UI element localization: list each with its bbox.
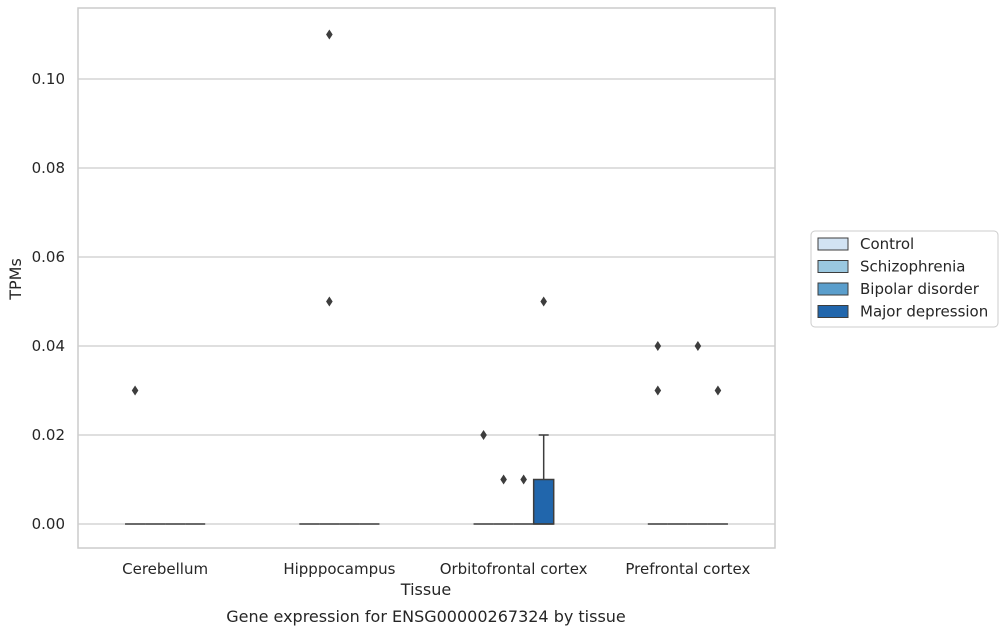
outlier-point [326, 296, 333, 307]
legend-swatch [817, 260, 849, 273]
y-tick-label: 0.06 [32, 248, 65, 266]
legend-label: Control [860, 235, 914, 253]
legend-swatch [817, 237, 849, 251]
box-control [647, 341, 668, 525]
legend-frame [810, 230, 999, 328]
y-tick-label: 0.04 [32, 337, 65, 355]
y-tick-label: 0.00 [32, 515, 65, 533]
gridlines [78, 78, 775, 525]
x-tick-label: Cerebellum [122, 560, 208, 578]
legend-swatch [817, 282, 849, 296]
outlier-point [694, 341, 702, 351]
plot-frame [77, 7, 776, 549]
outlier-point [654, 385, 662, 396]
x-tick-labels: Cerebellum Hipppocampus Orbitofrontal cort… [122, 560, 750, 578]
outlier-point [480, 430, 487, 440]
plot-marks [125, 29, 728, 525]
chart-caption: Gene expression for ENSG00000267324 by t… [226, 607, 626, 626]
y-tick-label: 0.02 [32, 426, 65, 444]
x-tick-label: Orbitofrontal cortex [440, 560, 588, 578]
legend: Control Schizophrenia Bipolar disorder Majo… [810, 230, 999, 328]
outlier-point [654, 341, 662, 351]
y-tick-labels: 0.00 0.02 0.04 0.06 0.08 0.10 [32, 70, 65, 533]
box-major-depression [532, 296, 555, 525]
outlier-point [714, 385, 722, 396]
outlier-point [326, 29, 333, 40]
legend-label: Schizophrenia [860, 258, 965, 276]
outlier-point [520, 474, 527, 485]
box-major-depression [707, 385, 728, 525]
y-tick-label: 0.10 [32, 70, 65, 88]
legend-swatch [817, 305, 849, 318]
box-schizophrenia [319, 29, 340, 525]
outlier-point [500, 474, 507, 485]
box-control [125, 385, 146, 525]
x-tick-label: Hipppocampus [283, 560, 395, 578]
box-bipolar-disorder [687, 341, 708, 525]
legend-label: Bipolar disorder [860, 280, 980, 298]
y-axis-label: TPMs [6, 258, 25, 301]
x-tick-label: Prefrontal cortex [625, 560, 750, 578]
box-bipolar-disorder [513, 474, 534, 525]
box-schizophrenia [493, 474, 514, 525]
y-tick-label: 0.08 [32, 159, 65, 177]
box-body [532, 478, 555, 525]
x-axis-label: Tissue [400, 580, 451, 599]
outlier-point [540, 296, 547, 307]
legend-label: Major depression [860, 303, 988, 321]
box-control [473, 430, 494, 525]
outlier-point [131, 385, 139, 396]
